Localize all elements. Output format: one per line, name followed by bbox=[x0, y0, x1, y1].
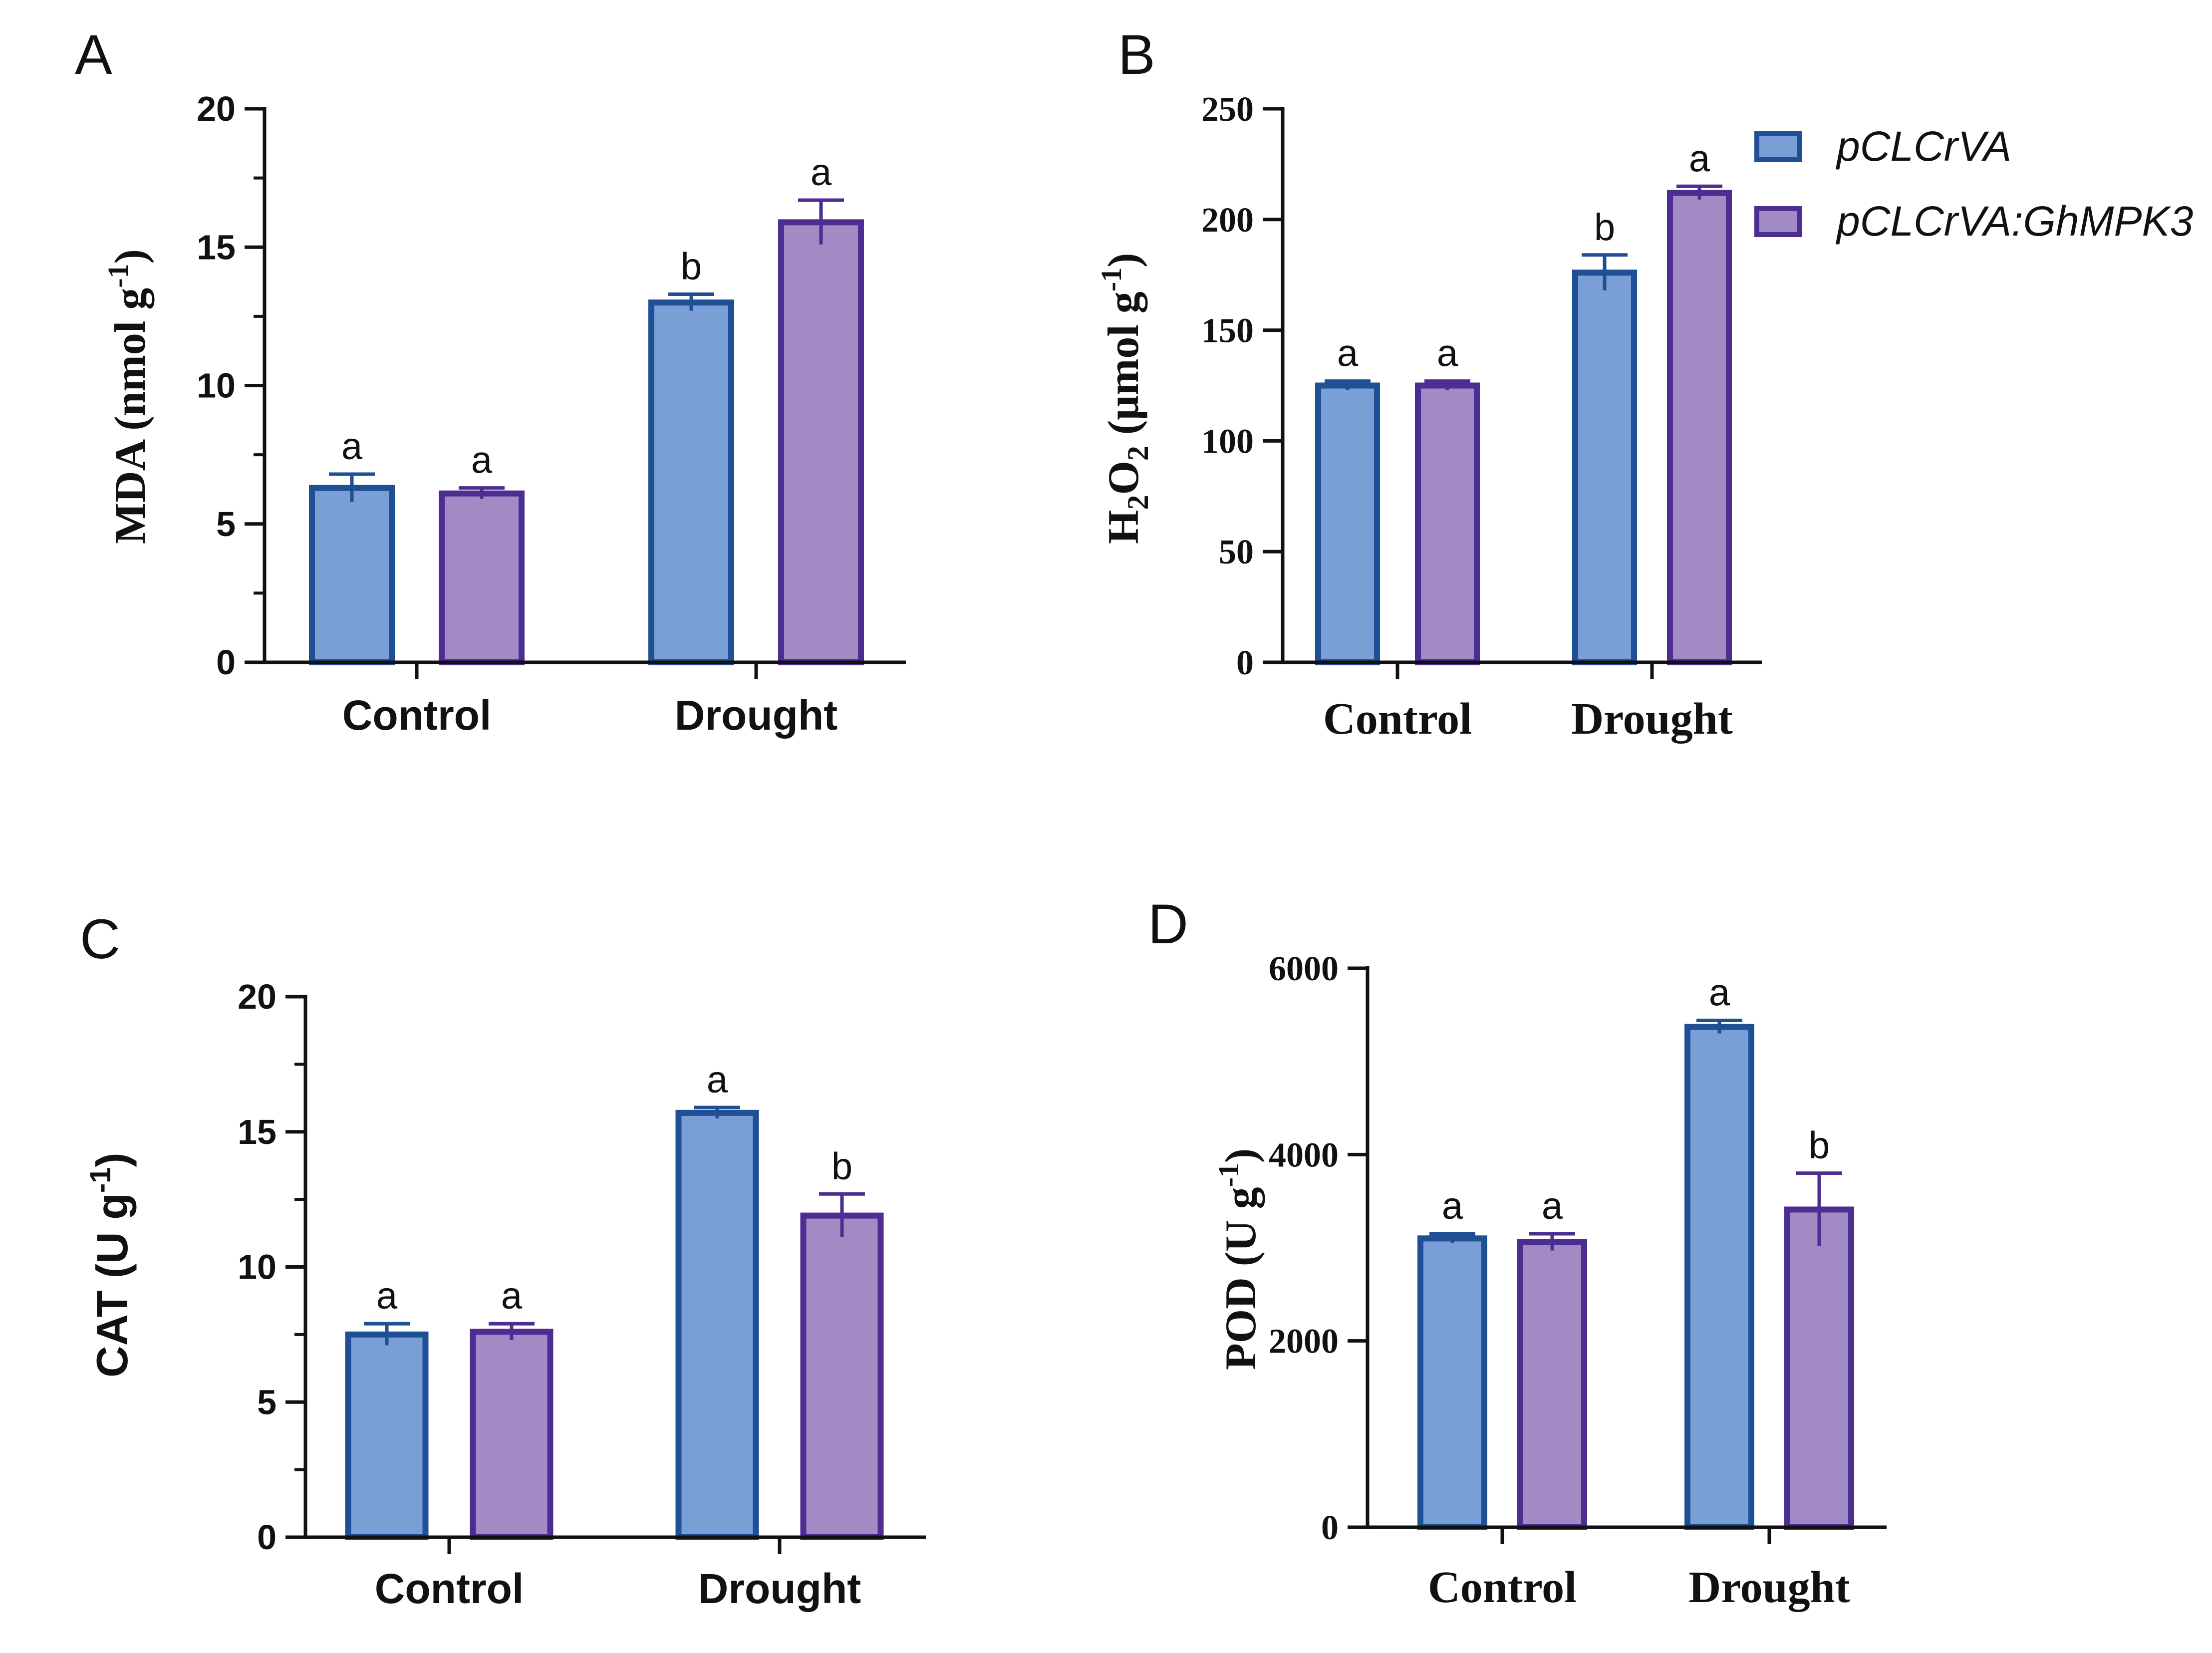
panel-c-plot: a a a b 0 5 10 15 20 Control Drought bbox=[238, 977, 926, 1612]
panel-d-sig-control-s1: a bbox=[1442, 1185, 1463, 1227]
panel-c-sig-control-s1: a bbox=[376, 1275, 398, 1317]
panel-b-ylabel-rest: (μmol g bbox=[1100, 291, 1148, 446]
panel-d-ytick-label-6000: 6000 bbox=[1269, 950, 1339, 988]
panel-c-ytick-label-10: 10 bbox=[238, 1248, 276, 1287]
panel-a-ytick-label-20: 20 bbox=[197, 89, 236, 128]
panel-d-sig-drought-s1: a bbox=[1709, 972, 1730, 1014]
panel-d-xtick-label-control: Control bbox=[1428, 1563, 1577, 1612]
panel-c-ytick-label-0: 0 bbox=[257, 1518, 276, 1557]
panel-b-ylabel-h: H bbox=[1100, 510, 1148, 544]
panel-b-ytick-label-0: 0 bbox=[1236, 644, 1254, 682]
panel-c-xtick-label-control: Control bbox=[375, 1565, 524, 1612]
panel-d-bar-control-s2 bbox=[1517, 1239, 1587, 1531]
panel-d-ytick-label-0: 0 bbox=[1321, 1509, 1339, 1547]
panel-b-ytick-label-50: 50 bbox=[1219, 533, 1254, 571]
panel-d-ylabel-tail: ) bbox=[1217, 1148, 1265, 1163]
panel-a-ytick-label-15: 15 bbox=[197, 228, 236, 267]
panel-a-plot: a b a a 0 5 10 15 20 Control Drought bbox=[197, 89, 906, 739]
panel-d-bar-control-s1 bbox=[1417, 1235, 1487, 1530]
panel-b-xtick-label-control: Control bbox=[1323, 694, 1472, 744]
panel-d-ytick-label-4000: 4000 bbox=[1269, 1136, 1339, 1174]
panel-b-sig-control-s2: a bbox=[1437, 332, 1458, 375]
panel-c-ytick-label-5: 5 bbox=[257, 1382, 276, 1421]
panel-c-ylabel-sup: -1 bbox=[84, 1167, 117, 1193]
panel-d-letter: D bbox=[1148, 893, 1188, 955]
panel-a: A a b a a 0 5 10 15 20 Control Drought MDA (nmol g… bbox=[75, 23, 906, 739]
panel-d-plot: a a a b 0 2000 4000 6000 Control Drought bbox=[1269, 950, 1887, 1612]
panel-c-sig-control-s2: a bbox=[501, 1275, 523, 1317]
panel-b-ytick-label-100: 100 bbox=[1201, 422, 1254, 461]
panel-d-sig-control-s2: a bbox=[1542, 1185, 1563, 1227]
panel-c-bar-drought-s1 bbox=[675, 1109, 759, 1540]
panel-d-sig-drought-s2: b bbox=[1809, 1124, 1830, 1167]
panel-d-ylabel: POD (U g-1) bbox=[1212, 1148, 1265, 1370]
panel-b-ylabel-o: O bbox=[1100, 461, 1148, 495]
panel-d-ylabel-main: POD (U g bbox=[1217, 1187, 1265, 1370]
panel-b-sig-control-s1: a bbox=[1337, 332, 1359, 375]
panel-a-letter: A bbox=[75, 23, 112, 86]
panel-b-bar-control-s2 bbox=[1415, 382, 1480, 665]
panel-c-ylabel: CAT (U g-1) bbox=[84, 1152, 137, 1378]
panel-b-ylabel-sub2: 2 bbox=[1121, 446, 1154, 461]
panel-c-bar-drought-s2 bbox=[800, 1212, 884, 1540]
panel-c-ylabel-tail: ) bbox=[87, 1152, 137, 1167]
panel-c-sig-drought-s1: a bbox=[707, 1059, 728, 1101]
panel-b-sig-drought-s2: a bbox=[1689, 137, 1710, 180]
panel-a-xtick-label-drought: Drought bbox=[675, 692, 838, 739]
panel-c-ylabel-main: CAT (U g bbox=[87, 1193, 137, 1378]
panel-a-bar-control-s1 bbox=[309, 485, 395, 665]
legend-swatch-pclcrva bbox=[1754, 131, 1802, 162]
panel-b-ylabel-sub1: 2 bbox=[1121, 495, 1154, 510]
panel-c-bar-control-s2 bbox=[470, 1329, 553, 1540]
panel-a-bar-control-s2 bbox=[439, 490, 525, 665]
legend-label-pclcrva: pCLCrVA bbox=[1835, 123, 2011, 170]
panel-b-ytick-label-200: 200 bbox=[1201, 201, 1254, 240]
panel-a-ytick-label-0: 0 bbox=[216, 643, 236, 682]
panel-a-sig-control-s2: a bbox=[471, 439, 493, 482]
panel-a-sig-drought-s1: b bbox=[681, 246, 702, 288]
legend: pCLCrVA pCLCrVA:GhMPK3 bbox=[1754, 123, 2193, 245]
panel-b-xtick-label-drought: Drought bbox=[1571, 694, 1732, 744]
panel-a-bar-drought-s2 bbox=[778, 219, 864, 666]
panel-d-ylabel-sup: -1 bbox=[1212, 1163, 1245, 1187]
panel-b-bar-drought-s1 bbox=[1572, 270, 1637, 665]
panel-a-sig-control-s1: a bbox=[341, 425, 363, 468]
panel-b-ytick-label-150: 150 bbox=[1201, 312, 1254, 350]
panel-c-bar-control-s1 bbox=[345, 1331, 429, 1540]
panel-a-ylabel-main: MDA (nmol g bbox=[106, 288, 155, 544]
panel-d-bar-drought-s2 bbox=[1784, 1206, 1854, 1530]
panel-b-letter: B bbox=[1118, 23, 1155, 86]
panel-b-sig-drought-s1: b bbox=[1594, 206, 1615, 249]
panel-a-sig-drought-s2: a bbox=[811, 151, 832, 194]
panel-c-sig-drought-s2: b bbox=[831, 1145, 852, 1187]
panel-b-plot: a b a a 0 50 100 150 200 250 Control Drought bbox=[1201, 90, 1762, 744]
panel-a-ytick-label-5: 5 bbox=[216, 505, 236, 544]
panel-b-bar-drought-s2 bbox=[1667, 190, 1732, 665]
panel-b-bar-control-s1 bbox=[1315, 382, 1380, 665]
panel-b-ylabel: H2O2 (μmol g-1) bbox=[1095, 253, 1154, 545]
panel-a-xtick-label-control: Control bbox=[342, 692, 492, 739]
panel-c-ytick-label-15: 15 bbox=[238, 1112, 276, 1151]
panel-a-ylabel: MDA (nmol g-1) bbox=[102, 249, 155, 544]
panel-a-ylabel-sup: -1 bbox=[102, 264, 134, 287]
panel-a-bar-drought-s1 bbox=[648, 299, 734, 665]
panel-a-ytick-label-10: 10 bbox=[197, 366, 236, 405]
panel-d-xtick-label-drought: Drought bbox=[1688, 1563, 1850, 1612]
panel-b-ytick-label-250: 250 bbox=[1201, 90, 1254, 129]
panel-c: C a a a b 0 5 10 15 20 Control Drought CAT (U g-1) bbox=[80, 908, 926, 1612]
panel-c-xtick-label-drought: Drought bbox=[698, 1565, 861, 1612]
panel-b-ylabel-sup: -1 bbox=[1095, 268, 1127, 291]
legend-swatch-pclcrva-ghmpk3 bbox=[1754, 206, 1802, 237]
legend-label-pclcrva-ghmpk3: pCLCrVA:GhMPK3 bbox=[1835, 198, 2193, 245]
panel-d: D a a a b 0 2000 4000 6000 Control Drought POD (U… bbox=[1148, 893, 1887, 1612]
panel-d-bar-drought-s1 bbox=[1684, 1024, 1754, 1531]
panel-c-ytick-label-20: 20 bbox=[238, 977, 276, 1016]
panel-d-ytick-label-2000: 2000 bbox=[1269, 1323, 1339, 1361]
panel-c-letter: C bbox=[80, 908, 120, 970]
panel-b-ylabel-tail: ) bbox=[1100, 253, 1148, 268]
panel-a-ylabel-tail: ) bbox=[106, 249, 155, 264]
